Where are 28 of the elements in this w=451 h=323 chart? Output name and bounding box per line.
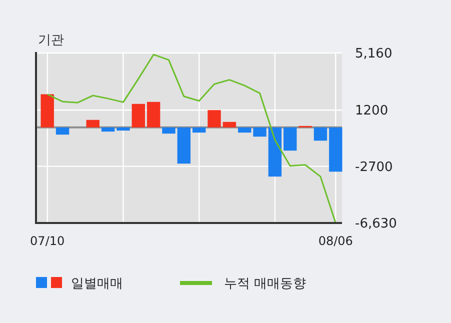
bar bbox=[329, 127, 342, 172]
bar bbox=[40, 94, 54, 128]
bar bbox=[192, 127, 206, 133]
y-tick-label: 1200 bbox=[355, 104, 388, 119]
legend-label: 일별매매 bbox=[71, 276, 123, 292]
bar bbox=[268, 127, 282, 177]
bar bbox=[132, 104, 145, 128]
x-tick-label: 08/06 bbox=[318, 234, 353, 248]
bar bbox=[208, 110, 221, 128]
bar bbox=[101, 127, 115, 132]
bar bbox=[86, 120, 100, 128]
bar bbox=[238, 127, 252, 133]
bar bbox=[146, 102, 160, 128]
line-series bbox=[46, 54, 336, 224]
bar bbox=[56, 127, 70, 135]
bar bbox=[177, 127, 191, 164]
y-tick-label: -6,630 bbox=[355, 216, 397, 232]
chart-title: 기관 bbox=[38, 33, 64, 48]
y-tick-label: 5,160 bbox=[355, 46, 392, 62]
bar bbox=[284, 127, 297, 151]
bar bbox=[162, 127, 176, 134]
legend-label: 누적 매매동향 bbox=[224, 276, 306, 292]
bar bbox=[253, 127, 266, 137]
bar bbox=[222, 122, 236, 128]
y-tick-label: -2700 bbox=[355, 160, 393, 175]
bar bbox=[314, 127, 328, 141]
bar bbox=[116, 127, 130, 131]
x-tick-label: 07/10 bbox=[30, 234, 65, 248]
